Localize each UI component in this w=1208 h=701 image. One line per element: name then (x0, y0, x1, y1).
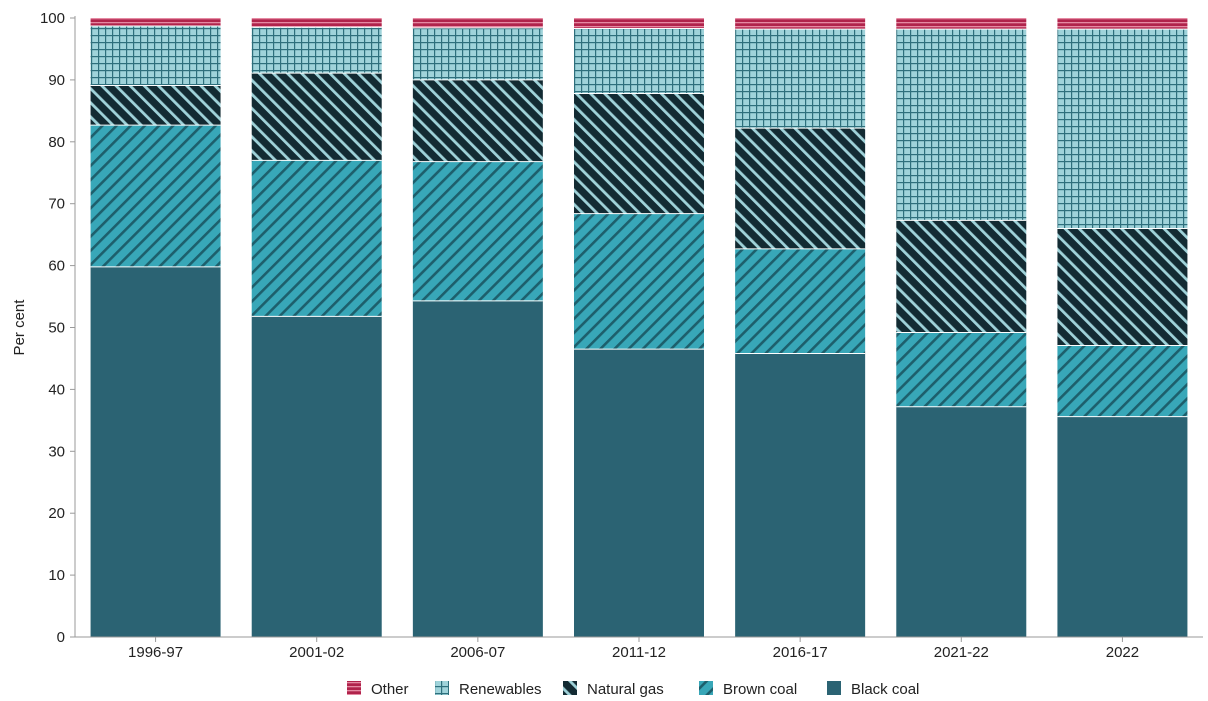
y-tick-label: 30 (48, 443, 65, 460)
bar-black-coal-2022 (1057, 416, 1188, 637)
bar-brown-coal-2011-12 (574, 213, 704, 350)
bar-renewables-2021-22 (896, 29, 1027, 221)
x-tick-label: 2016-17 (773, 644, 828, 661)
y-tick-label: 0 (57, 629, 65, 646)
bar-other-2006-07 (412, 18, 543, 28)
x-tick-label: 2011-12 (612, 644, 666, 661)
bar-renewables-2011-12 (574, 28, 704, 94)
legend-item-brown-coal: Brown coal (699, 681, 797, 698)
x-tick-label: 2021-22 (934, 644, 989, 661)
legend-swatch (435, 681, 449, 695)
legend-label: Other (371, 681, 409, 698)
legend-label: Natural gas (587, 681, 664, 698)
bar-other-2021-22 (896, 18, 1027, 30)
legend-label: Brown coal (723, 681, 797, 698)
bar-brown-coal-2022 (1057, 345, 1188, 417)
y-tick-label: 60 (48, 258, 65, 275)
y-tick-label: 50 (48, 320, 65, 337)
bar-renewables-2001-02 (251, 27, 382, 74)
legend-item-black-coal: Black coal (827, 681, 919, 698)
bar-natural-gas-2011-12 (574, 93, 704, 214)
bar-brown-coal-2016-17 (735, 248, 866, 354)
bar-black-coal-2001-02 (251, 316, 382, 637)
legend-swatch (827, 681, 841, 695)
legend-swatch (563, 681, 577, 695)
bar-black-coal-2006-07 (412, 300, 543, 637)
y-axis-title: Per cent (11, 299, 28, 356)
legend-item-other: Other (347, 681, 409, 698)
y-tick-label: 70 (48, 196, 65, 213)
y-tick-label: 40 (48, 381, 65, 398)
legend: Other Renewables Natural gas Brown coal Blac… (347, 681, 919, 698)
bar-natural-gas-2021-22 (896, 220, 1027, 333)
bar-natural-gas-2016-17 (735, 128, 866, 249)
legend-item-natural-gas: Natural gas (563, 681, 664, 698)
bars-layer (90, 18, 1188, 637)
y-tick-label: 10 (48, 567, 65, 584)
legend-label: Renewables (459, 681, 542, 698)
x-tick-label: 2006-07 (450, 644, 505, 661)
bar-brown-coal-2001-02 (251, 160, 382, 317)
bar-brown-coal-2006-07 (412, 161, 543, 301)
bar-black-coal-2011-12 (574, 349, 704, 637)
bar-natural-gas-1996-97 (90, 85, 221, 126)
legend-item-renewables: Renewables (435, 681, 542, 698)
bar-natural-gas-2022 (1057, 228, 1188, 346)
bar-brown-coal-2021-22 (896, 332, 1027, 407)
bar-black-coal-2021-22 (896, 406, 1027, 637)
y-tick-label: 20 (48, 505, 65, 522)
bar-renewables-1996-97 (90, 26, 221, 86)
legend-swatch (347, 681, 361, 695)
bar-other-2001-02 (251, 18, 382, 28)
y-tick-label: 100 (40, 10, 65, 27)
bar-other-2022 (1057, 18, 1188, 30)
bar-brown-coal-1996-97 (90, 125, 221, 267)
bar-renewables-2016-17 (735, 29, 866, 129)
bar-renewables-2022 (1057, 29, 1188, 229)
bar-natural-gas-2006-07 (412, 79, 543, 162)
bar-other-2011-12 (574, 18, 704, 29)
y-tick-label: 80 (48, 134, 65, 151)
bar-natural-gas-2001-02 (251, 73, 382, 161)
bar-other-2016-17 (735, 18, 866, 30)
bar-renewables-2006-07 (412, 27, 543, 80)
y-tick-label: 90 (48, 72, 65, 89)
legend-label: Black coal (851, 681, 919, 698)
x-tick-label: 2001-02 (289, 644, 344, 661)
legend-swatch (699, 681, 713, 695)
x-tick-label: 1996-97 (128, 644, 183, 661)
x-tick-label: 2022 (1106, 644, 1139, 661)
axes-layer: 1996-97 2001-02 2006-07 2011-12 2016-17 2021-… (11, 10, 1203, 661)
bar-black-coal-1996-97 (90, 266, 221, 637)
bar-other-1996-97 (90, 18, 221, 27)
bar-black-coal-2016-17 (735, 353, 866, 637)
